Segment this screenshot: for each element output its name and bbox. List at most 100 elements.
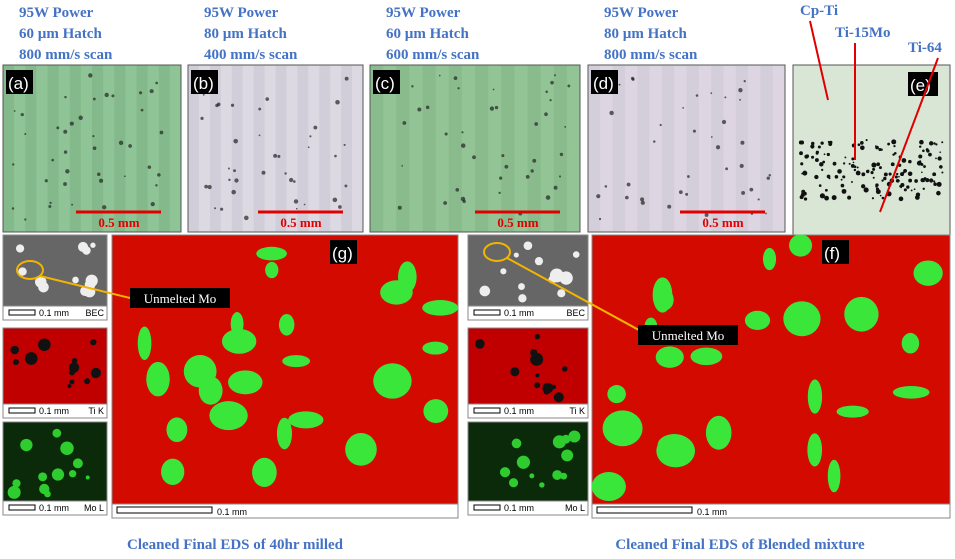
pore <box>872 176 875 179</box>
pore <box>853 168 857 172</box>
pore <box>725 167 729 171</box>
annotation: Unmelted Mo <box>144 291 217 306</box>
pore <box>939 165 943 169</box>
scan-track <box>319 65 331 232</box>
pore <box>685 192 689 196</box>
pore <box>667 204 672 209</box>
pore <box>104 92 109 98</box>
particle <box>534 257 544 266</box>
pore <box>900 182 905 188</box>
pore <box>626 182 631 187</box>
mo-particle <box>422 341 449 355</box>
pore <box>814 158 819 162</box>
pore <box>682 106 685 109</box>
panel-letter: (f) <box>824 244 840 263</box>
pore <box>811 141 815 146</box>
pore <box>835 175 838 179</box>
scan-track <box>25 65 37 232</box>
pore <box>887 182 890 185</box>
pore <box>805 154 810 158</box>
highlight <box>483 242 511 262</box>
pore <box>492 88 495 91</box>
pore <box>920 177 925 183</box>
pore <box>710 92 713 95</box>
pore <box>842 175 846 179</box>
scan-track <box>553 65 567 232</box>
mo-particle <box>278 313 295 336</box>
pore <box>881 179 884 182</box>
pore <box>861 172 866 177</box>
pore <box>397 205 402 210</box>
pore <box>847 195 852 200</box>
pore <box>284 172 287 175</box>
pore <box>826 152 830 157</box>
scan-track <box>735 65 749 232</box>
pore <box>887 142 891 146</box>
letter-box <box>591 70 618 94</box>
scan-track <box>47 65 59 232</box>
mo-particle <box>789 234 813 257</box>
particle <box>523 241 533 251</box>
pore <box>609 110 614 116</box>
pore <box>214 207 217 210</box>
pore <box>443 201 447 205</box>
scale-bg <box>591 503 951 519</box>
scan-track <box>158 65 170 232</box>
mo-particle <box>373 363 412 399</box>
pore <box>837 169 842 174</box>
pore <box>48 204 52 208</box>
pore <box>472 155 476 160</box>
pore <box>438 74 441 77</box>
map-name: Mo L <box>84 503 104 513</box>
pore <box>803 197 808 201</box>
pore <box>545 195 551 200</box>
pore <box>92 146 97 151</box>
pore <box>159 130 164 135</box>
particle <box>18 267 27 276</box>
mo-particle <box>423 399 449 424</box>
scan-track <box>637 65 650 232</box>
pore <box>11 207 15 210</box>
scan-track <box>612 65 625 232</box>
scan-track <box>188 65 199 232</box>
pore <box>200 116 204 120</box>
particle <box>67 384 72 389</box>
pore <box>545 90 548 94</box>
particle <box>549 268 564 283</box>
pore <box>928 152 932 157</box>
pore <box>883 172 888 177</box>
pore <box>892 153 895 156</box>
pore <box>97 172 101 177</box>
pore <box>553 74 556 77</box>
mo-particle <box>705 415 732 450</box>
particle <box>529 473 535 479</box>
pore <box>425 105 430 110</box>
pore <box>853 165 857 169</box>
pore <box>820 141 824 145</box>
particle <box>553 392 564 403</box>
pore <box>625 195 629 200</box>
pore <box>63 129 68 134</box>
pore <box>829 140 833 144</box>
pore <box>814 174 819 180</box>
pore <box>123 175 126 178</box>
mo-particle <box>602 410 643 447</box>
pore <box>914 195 920 200</box>
mo-particle <box>137 326 152 361</box>
pore <box>749 187 754 192</box>
pore <box>828 177 831 180</box>
pore <box>457 87 460 90</box>
map-scale: 0.1 mm <box>504 308 534 318</box>
mo-particle <box>844 296 879 332</box>
pore <box>811 155 815 159</box>
pore <box>24 218 27 221</box>
mo-particle <box>783 301 821 337</box>
pore <box>860 145 865 151</box>
particle <box>572 251 580 258</box>
map-name: BEC <box>85 308 104 318</box>
pore <box>692 129 696 133</box>
pore <box>344 184 348 188</box>
particle <box>15 244 25 253</box>
mo-particle <box>221 328 257 354</box>
map-scale-bar <box>473 504 501 511</box>
